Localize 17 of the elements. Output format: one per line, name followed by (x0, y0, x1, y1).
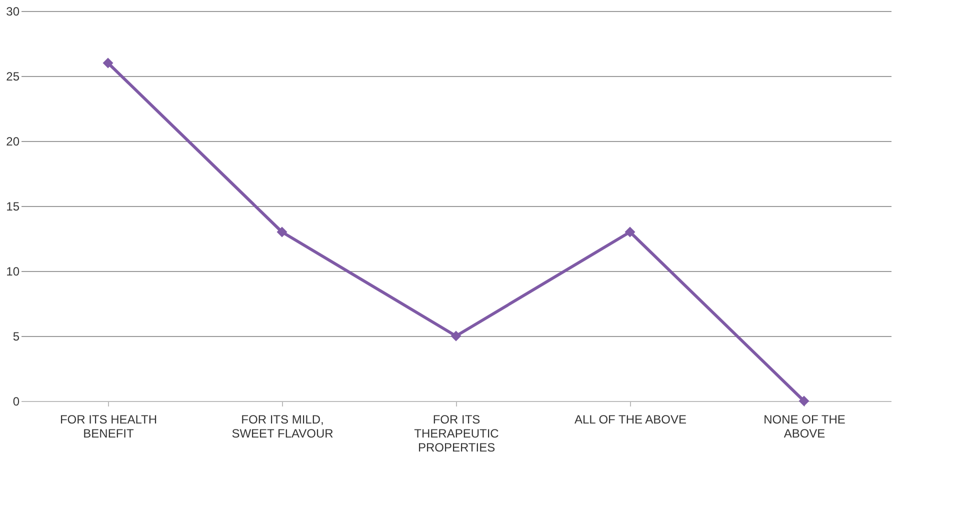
point (276, 226, 288, 238)
x-tick-label: FOR ITS HEALTH BENEFIT (60, 412, 158, 440)
point (798, 396, 810, 406)
x-tick-label: FOR ITS MILD, SWEET FLAVOUR (232, 412, 334, 440)
x-tick-label: NONE OF THE ABOVE (764, 412, 846, 440)
y-tick-label: 5 (12, 330, 20, 344)
x-tick-label: ALL OF THE ABOVE (574, 412, 687, 426)
y-tick-label: 0 (12, 394, 20, 408)
y-tick-label: 10 (6, 264, 20, 278)
y-tick-label: 15 (6, 200, 20, 214)
y-tick-label: 30 (6, 4, 20, 18)
point (450, 330, 462, 342)
point (102, 58, 114, 68)
x-tick-label: FOR ITS THERAPEUTIC PROPERTIES (414, 412, 500, 454)
point (624, 226, 636, 238)
y-tick-label: 25 (6, 70, 20, 84)
y-tick-label: 20 (6, 134, 20, 148)
